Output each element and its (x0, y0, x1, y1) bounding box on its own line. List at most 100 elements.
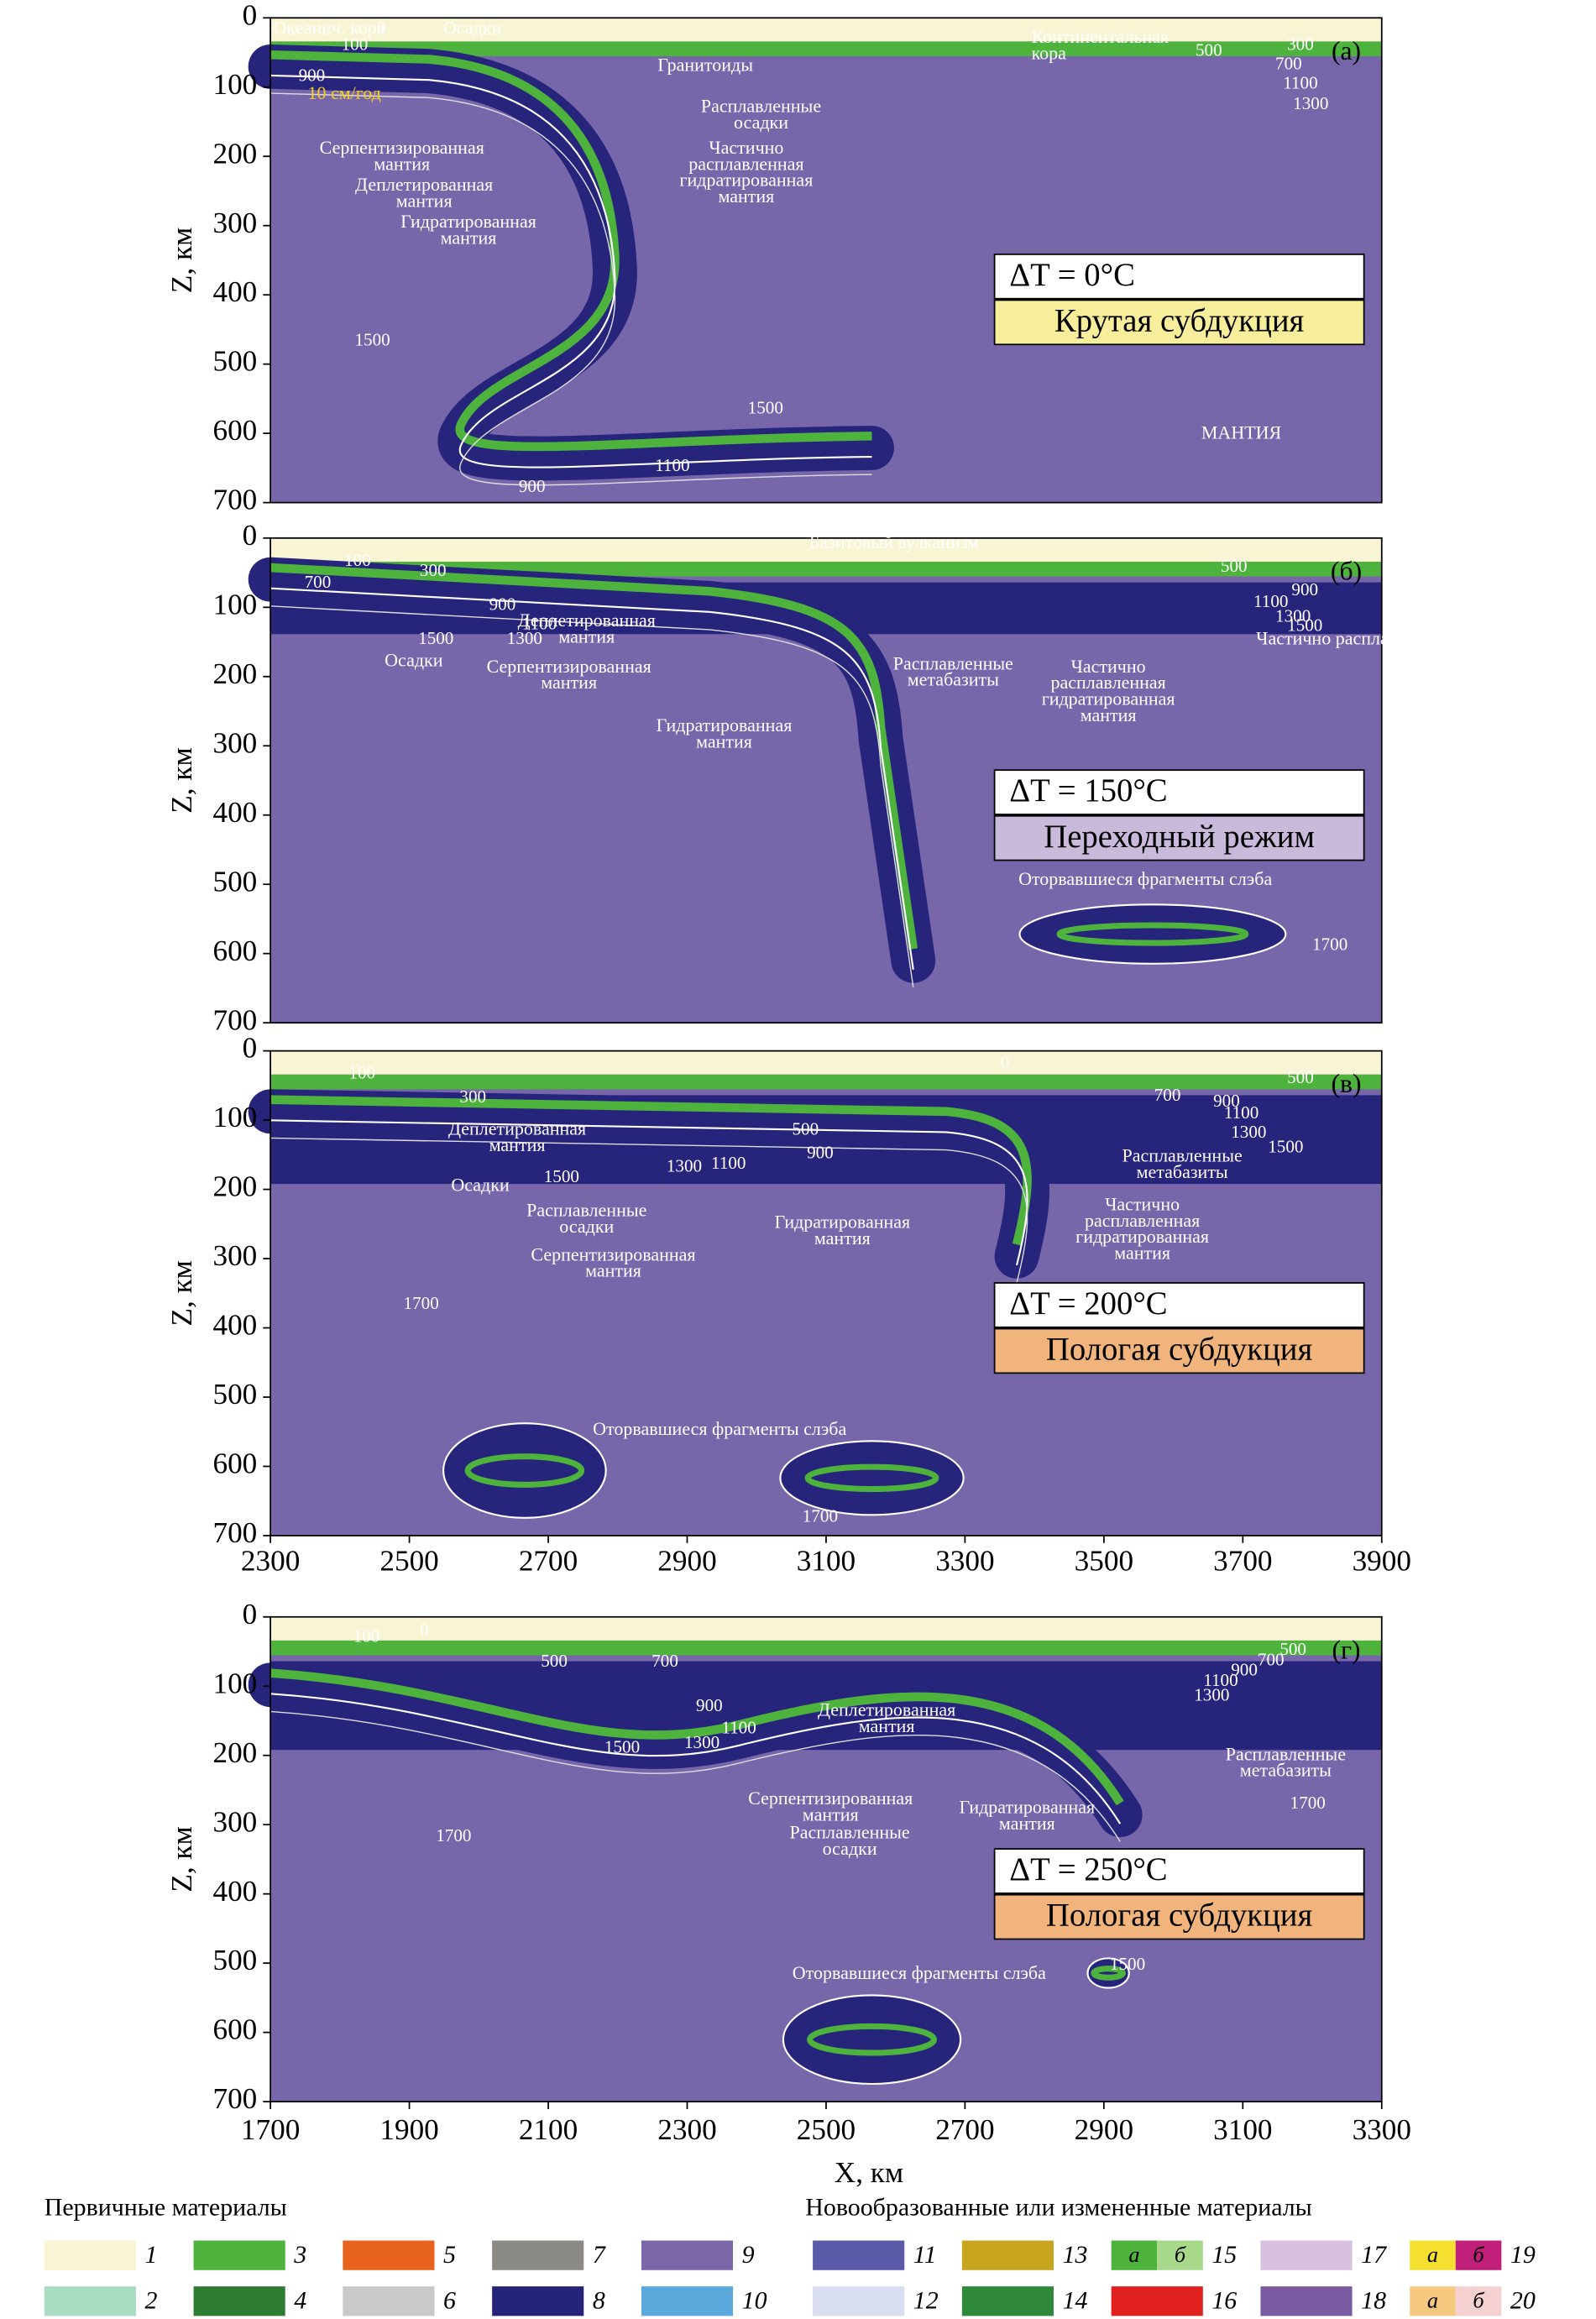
slab-crust (270, 1095, 1032, 1246)
isotherm-label: 1100 (655, 455, 689, 475)
isotherm-label: 1500 (604, 1736, 640, 1756)
isotherm-label: 500 (541, 1651, 568, 1671)
isotherm-label: 0 (377, 18, 386, 38)
isotherm-label: 1300 (684, 1732, 720, 1752)
isotherm-label: 1100 (522, 614, 557, 634)
z-tick-label: 200 (212, 1170, 257, 1203)
z-tick-label: 200 (212, 137, 257, 170)
x-tick-label: 2900 (1075, 2113, 1133, 2146)
z-tick-label: 300 (212, 1239, 257, 1272)
legend-swatch (1260, 2240, 1353, 2270)
panel-frame (269, 537, 1383, 1024)
annotation: расплавленная (688, 153, 803, 174)
crust (270, 537, 1382, 563)
dt-box (993, 254, 1365, 300)
annotation: гидратированная (1075, 1226, 1209, 1247)
isotherm-label: 1300 (1231, 1122, 1266, 1142)
annotation: Расплавленные (1226, 1743, 1346, 1764)
z-tick-label: 700 (212, 1003, 257, 1036)
x-tick-label: 2300 (657, 2113, 716, 2146)
legend-swatch (44, 2286, 136, 2316)
legend-swatch (1410, 2286, 1456, 2316)
legend-label: 13 (1063, 2241, 1088, 2269)
x-tick-label: 3300 (935, 1544, 994, 1577)
x-tick-label: 2700 (519, 1544, 578, 1577)
x-tick-label: 1700 (241, 2113, 300, 2146)
legend-part: б (1473, 2242, 1484, 2267)
fragment-crust (464, 1453, 585, 1488)
legend-swatch (1455, 2286, 1502, 2316)
z-tick-label: 500 (212, 865, 257, 898)
z-tick-label: 600 (212, 414, 257, 447)
isotherm-label: 1700 (1312, 934, 1347, 954)
z-tick-label: 600 (212, 2013, 257, 2046)
z-axis-label: Z, км (165, 1260, 198, 1326)
isotherm-label: 1700 (803, 1506, 838, 1526)
z-tick-label: 400 (212, 796, 257, 829)
crust-green (270, 41, 1382, 57)
legend-swatch (1111, 2286, 1203, 2316)
isotherm-label: 900 (1213, 1091, 1240, 1111)
dt-box (993, 1848, 1365, 1894)
isotherm (270, 1710, 1121, 1842)
annotation: мантия (558, 626, 615, 647)
z-tick-label: 700 (212, 2082, 257, 2115)
regime-text: Пологая субдукция (1046, 1332, 1313, 1368)
regime-text: Пологая субдукция (1046, 1898, 1313, 1934)
isotherm-label: 300 (1287, 34, 1314, 55)
isotherm-label: 0 (420, 1620, 429, 1640)
annotation: Осадки (385, 650, 443, 671)
z-tick-label: 300 (212, 207, 257, 239)
z-tick-label: 200 (212, 657, 257, 690)
legend-swatch (1111, 2240, 1158, 2270)
regime-box (993, 814, 1365, 861)
isotherm-label: 1100 (1203, 1670, 1238, 1690)
isotherm-label: 100 (348, 1063, 375, 1083)
fragment-crust (807, 2023, 937, 2056)
x-tick-label: 2700 (935, 2113, 994, 2146)
annotation: Деплетированная (818, 1699, 955, 1720)
legend-label: 5 (443, 2241, 456, 2269)
legend-swatch (193, 2286, 285, 2316)
annotation: мантия (441, 227, 497, 248)
isotherm-label: 300 (459, 1086, 486, 1107)
annotation: Расплавленные (1122, 1144, 1243, 1165)
annotation: Деплетированная (448, 1118, 586, 1139)
isotherm-label: 1500 (354, 330, 390, 350)
annotation: мантия (541, 672, 597, 693)
z-tick-label: 600 (212, 1447, 257, 1480)
legend-swatch (44, 2240, 136, 2270)
legend-label: 15 (1211, 2241, 1237, 2269)
x-tick-label: 2300 (241, 1544, 300, 1577)
legend-swatch (1410, 2240, 1456, 2270)
isotherm-label: 900 (1291, 579, 1318, 599)
dt-box (993, 1282, 1365, 1328)
dt-text: ΔT = 250°C (1009, 1851, 1167, 1887)
z-tick-label: 400 (212, 1309, 257, 1342)
legend-swatch (193, 2240, 285, 2270)
isotherm (270, 1693, 1122, 1824)
annotation: гидратированная (679, 170, 813, 191)
slab-fragment (442, 1422, 607, 1519)
annotation: метабазиты (908, 669, 999, 690)
isotherm-label: 1100 (1253, 591, 1288, 611)
legend-label: 1 (144, 2241, 157, 2269)
panel-letter: (г) (1332, 1635, 1360, 1664)
isotherm-label: 1300 (1194, 1685, 1229, 1705)
slab (248, 1662, 1143, 1838)
x-tick-label: 2100 (519, 2113, 578, 2146)
isotherm-label: 700 (305, 572, 332, 592)
legend-label: 2 (144, 2286, 157, 2314)
slab-crust (269, 563, 918, 950)
z-tick-label: 100 (212, 68, 257, 101)
fragment-crust (1091, 1966, 1126, 1981)
legend-part: а (1427, 2242, 1438, 2267)
annotation: мантия (585, 1260, 641, 1281)
isotherm-label: 1500 (748, 398, 783, 418)
regime-box (993, 1893, 1365, 1940)
legend-title: Первичные материалы (44, 2193, 287, 2221)
regime-box (993, 1327, 1365, 1374)
legend-swatch (813, 2286, 905, 2316)
slab-crust (269, 1668, 1124, 1806)
annotation: мантия (489, 1134, 546, 1155)
